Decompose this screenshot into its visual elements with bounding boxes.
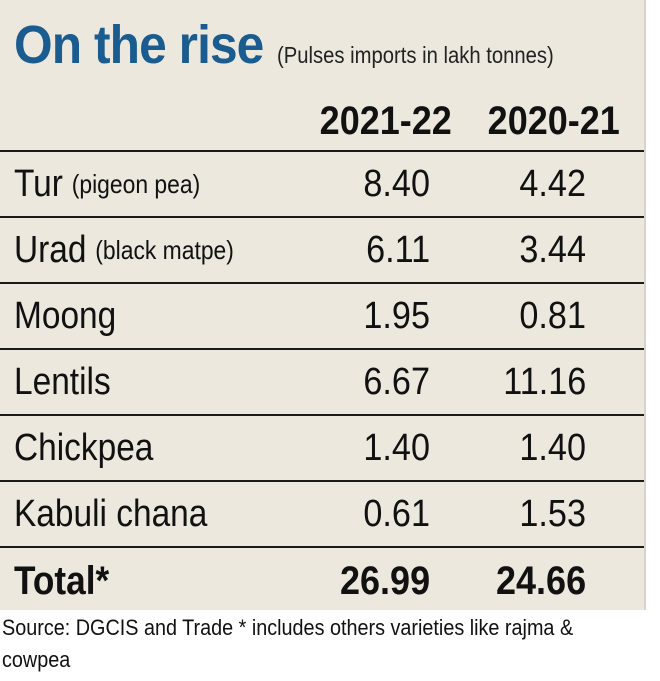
row-name: Kabuli chana [14,492,208,535]
value-2020-21: 1.53 [519,492,586,535]
value-2021-22: 1.95 [363,294,430,337]
value-2021-22: 8.40 [363,162,430,205]
chart-subtitle: (Pulses imports in lakh tonnes) [277,42,554,68]
row-label: Moong [14,284,116,348]
value-2020-21: 11.16 [502,360,586,403]
table-row: Urad (black matpe) 6.11 3.44 [0,218,644,284]
value-2020-21: 4.42 [519,162,586,205]
row-label: Lentils [14,350,111,414]
chart-card: On the rise (Pulses imports in lakh tonn… [0,0,646,610]
row-name: Chickpea [14,426,154,469]
value-2021-22: 1.40 [363,426,430,469]
row-note: (black matpe) [95,234,234,265]
row-name: Urad [14,228,87,271]
row-name: Lentils [14,360,111,403]
column-header-2021-22: 2021-22 [319,98,452,143]
value-2021-22: 0.61 [363,492,430,535]
table-row: Kabuli chana 0.61 1.53 [0,482,644,548]
value-2020-21: 1.40 [519,426,586,469]
chart-title: On the rise [14,15,264,75]
total-value-2020-21: 24.66 [495,558,586,603]
row-label: Urad (black matpe) [14,218,234,282]
table-header: 2021-22 2020-21 [0,92,644,152]
total-label: Total* [14,558,110,603]
row-label: Chickpea [14,416,153,480]
data-table: 2021-22 2020-21 Tur (pigeon pea) 8.40 4.42 U… [0,92,644,614]
source-note: Source: DGCIS and Trade * includes other… [2,615,574,672]
table-row: Chickpea 1.40 1.40 [0,416,644,482]
total-value-2021-22: 26.99 [339,558,430,603]
value-2020-21: 0.81 [519,294,586,337]
table-row: Lentils 6.67 11.16 [0,350,644,416]
row-label: Kabuli chana [14,482,207,546]
column-header-2020-21: 2020-21 [487,98,620,143]
value-2020-21: 3.44 [519,228,586,271]
row-name: Moong [14,294,117,337]
value-2021-22: 6.67 [363,360,430,403]
table-body: Tur (pigeon pea) 8.40 4.42 Urad (black matpe)… [0,152,644,548]
value-2021-22: 6.11 [365,228,430,271]
table-row: Moong 1.95 0.81 [0,284,644,350]
table-row: Tur (pigeon pea) 8.40 4.42 [0,152,644,218]
row-label: Tur (pigeon pea) [14,152,200,216]
row-note: (pigeon pea) [71,168,201,199]
title-row: On the rise (Pulses imports in lakh tonn… [14,14,592,84]
row-name: Tur [14,162,63,205]
total-row: Total* 26.99 24.66 [0,548,644,614]
